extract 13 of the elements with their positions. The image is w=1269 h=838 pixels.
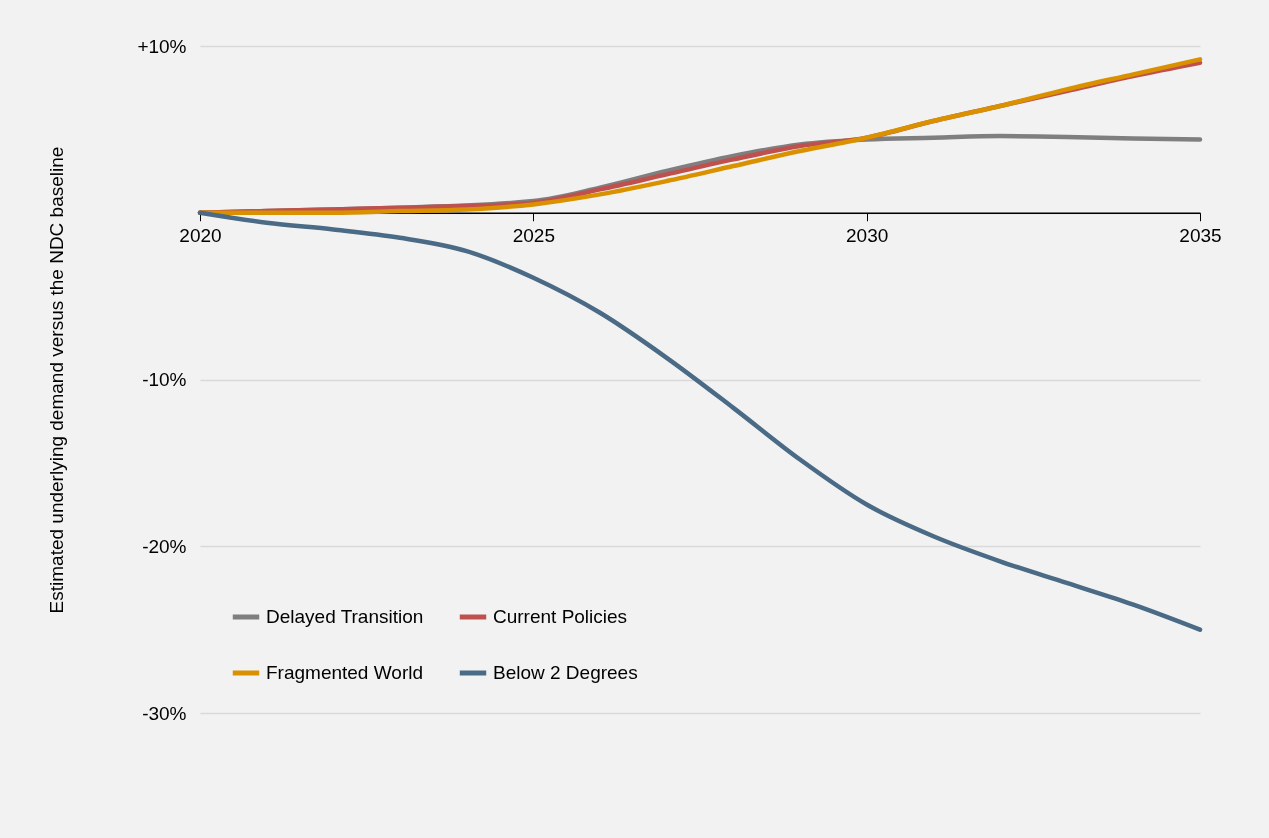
x-tick-label: 2035 xyxy=(1179,225,1222,247)
legend-label: Fragmented World xyxy=(266,662,423,683)
y-tick-label: -20% xyxy=(142,535,187,557)
y-axis-title: Estimated underlying demand versus the NDC baseline xyxy=(46,146,68,614)
x-tick-label: 2020 xyxy=(179,225,222,247)
y-tick-label: +10% xyxy=(137,35,187,57)
legend-label: Delayed Transition xyxy=(266,606,424,627)
legend-label: Below 2 Degrees xyxy=(493,662,638,683)
legend-label: Current Policies xyxy=(493,606,628,627)
x-tick-label: 2030 xyxy=(846,225,889,247)
y-tick-label: -30% xyxy=(142,702,187,724)
x-tick-label: 2025 xyxy=(512,225,555,247)
y-tick-label: -10% xyxy=(142,369,187,390)
